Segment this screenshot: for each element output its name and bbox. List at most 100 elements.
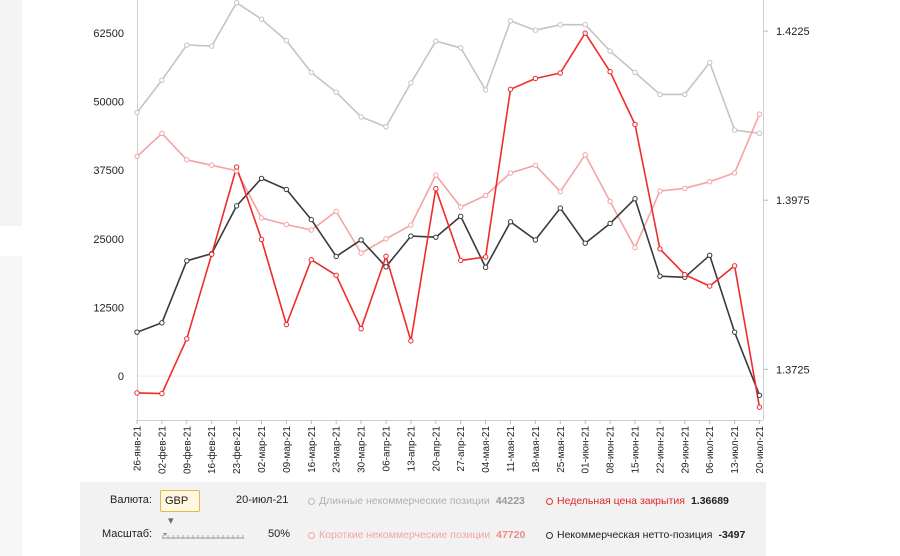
data-point (159, 130, 165, 137)
right-y-tick-label: 1.3975 (776, 195, 810, 207)
data-point (582, 152, 588, 158)
right-y-tick-label: 1.3725 (776, 364, 810, 376)
currency-select[interactable]: GBP ▾ (160, 490, 200, 527)
cot-chart: 26-янв-21 02-фев-21 09-фев-21 16-фев-21 23-ф… (93, 0, 810, 474)
x-tick-label: 02-мар-21 (257, 426, 268, 473)
data-point (383, 124, 389, 130)
data-point (632, 69, 638, 76)
x-tick-label: 13-апр-21 (406, 426, 417, 472)
x-tick-label: 06-июл-21 (705, 426, 716, 474)
data-point (358, 114, 364, 120)
data-point (632, 196, 638, 202)
data-point (707, 179, 713, 185)
data-point (433, 38, 439, 44)
data-point (209, 162, 215, 168)
legend-net-value: -3497 (718, 529, 746, 541)
y-tick-label: 0 (118, 371, 124, 383)
data-point (657, 273, 663, 279)
data-point (682, 271, 688, 278)
legend-long-marker (308, 498, 315, 505)
x-tick-label: 23-фев-21 (231, 426, 243, 474)
data-point (283, 37, 290, 44)
legend-net-position: Некоммерческая нетто-позиция -3497 (546, 529, 745, 541)
data-point (433, 234, 439, 240)
data-point (607, 198, 613, 205)
currency-value: GBP (165, 495, 189, 507)
data-point (557, 70, 563, 76)
x-tick-label: 11-мая-21 (506, 426, 517, 472)
scale-slider[interactable] (162, 533, 244, 539)
data-point (532, 237, 539, 243)
left-panel-edge (0, 0, 22, 226)
data-point (532, 27, 539, 33)
data-point (333, 272, 339, 278)
data-point (358, 325, 364, 332)
x-tick-label: 16-мар-21 (307, 426, 318, 473)
data-point (657, 188, 663, 194)
y-tick-label: 62500 (93, 28, 124, 40)
right-y-tick-label: 1.4225 (776, 26, 810, 38)
data-point (283, 186, 290, 193)
legend-short-marker (308, 532, 315, 539)
data-point (532, 75, 539, 82)
y-tick-label: 12500 (93, 302, 124, 314)
x-tick-label: 23-мар-21 (332, 426, 343, 473)
x-tick-label: 04-мая-21 (481, 426, 492, 473)
data-point (557, 188, 563, 195)
x-tick-label: 02-фев-21 (156, 426, 168, 474)
data-point (657, 246, 663, 252)
data-point (582, 240, 588, 246)
data-point (458, 213, 464, 220)
x-tick-label: 09-фев-21 (181, 426, 193, 474)
data-point (408, 338, 414, 344)
data-point (682, 91, 688, 98)
scale-label: Масштаб: (102, 528, 153, 540)
legend-long-label: Длинные некоммерческие позиции (319, 495, 490, 507)
data-point (308, 216, 314, 223)
y-tick-label: 25000 (93, 234, 124, 246)
data-point (482, 192, 489, 199)
data-point (731, 170, 738, 176)
data-point (582, 30, 588, 36)
data-point (383, 253, 389, 260)
currency-label: Валюта: (110, 494, 152, 506)
data-point (134, 153, 140, 160)
scale-handle-icon[interactable] (163, 533, 167, 536)
chevron-down-icon: ▾ (168, 515, 174, 527)
data-point (532, 162, 539, 168)
data-point (756, 404, 763, 410)
series-line (136, 1, 760, 135)
data-point (184, 157, 190, 163)
data-point (258, 16, 265, 22)
x-tick-label: 15-июн-21 (631, 426, 642, 474)
data-point (358, 237, 364, 243)
data-point (383, 236, 389, 242)
data-point (258, 175, 265, 182)
data-point (607, 220, 613, 227)
data-point (134, 329, 140, 335)
data-point (308, 69, 314, 76)
data-point (209, 251, 215, 257)
data-point (731, 127, 738, 133)
data-point (607, 48, 613, 54)
data-point (682, 185, 688, 192)
data-point (258, 215, 265, 221)
data-point (756, 392, 763, 398)
data-point (134, 109, 140, 116)
legend-close-marker (546, 498, 553, 505)
data-point (233, 0, 240, 6)
data-point (159, 390, 165, 397)
data-point (731, 263, 738, 269)
data-point (283, 321, 290, 328)
data-point (458, 204, 464, 210)
data-point (159, 320, 165, 326)
selected-date: 20-июл-21 (236, 494, 289, 506)
data-point (333, 89, 339, 95)
data-point (184, 42, 190, 48)
data-point (607, 68, 613, 75)
data-point (632, 244, 638, 251)
data-point (433, 172, 439, 178)
data-point (482, 254, 489, 260)
legend-long-value: 44223 (495, 495, 525, 507)
x-tick-label: 30-мар-21 (357, 426, 368, 473)
